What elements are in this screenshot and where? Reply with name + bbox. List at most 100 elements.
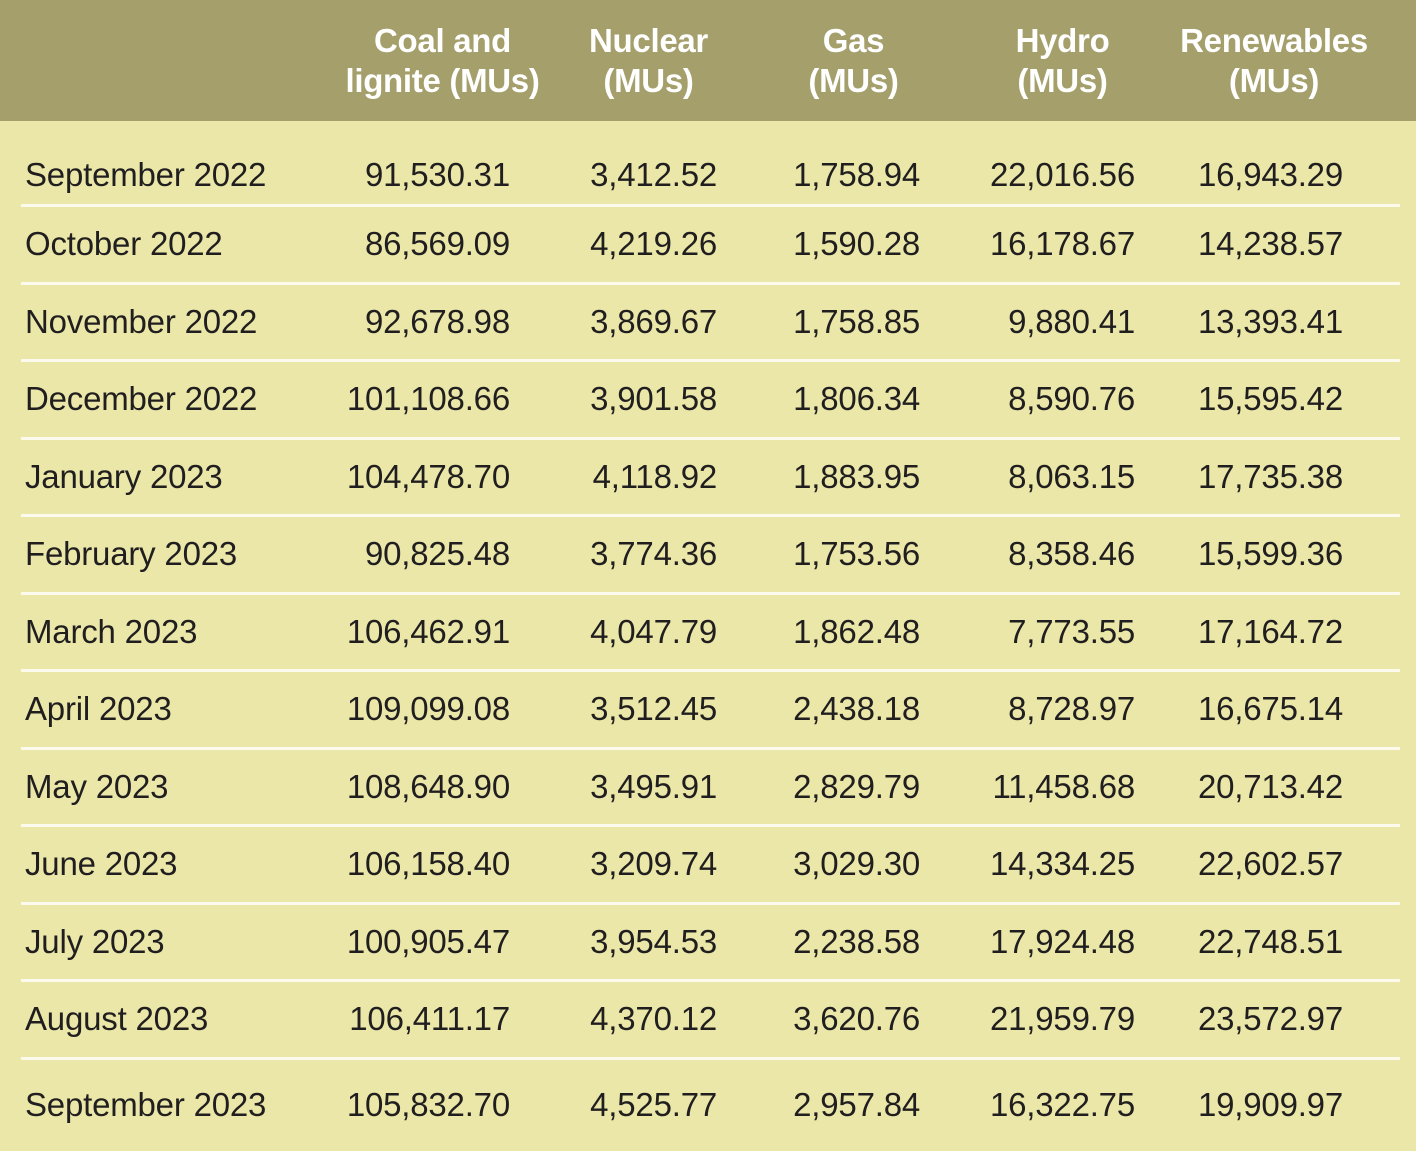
cell-hydro: 17,924.48 xyxy=(989,922,1135,960)
cell-renewables: 15,599.36 xyxy=(1197,535,1343,573)
cell-nuclear: 3,495.91 xyxy=(590,767,717,805)
cell-hydro: 11,458.68 xyxy=(992,767,1135,805)
row-divider xyxy=(21,281,1400,285)
cell-coal-lignite: 108,648.90 xyxy=(346,767,510,805)
cell-gas: 1,862.48 xyxy=(793,612,920,650)
header-renewables-line2: (MUs) xyxy=(1228,61,1320,99)
cell-renewables: 22,748.51 xyxy=(1197,922,1343,960)
cell-hydro: 8,590.76 xyxy=(1008,380,1135,418)
row-month-label: August 2023 xyxy=(25,1000,209,1038)
cell-gas: 1,758.85 xyxy=(793,302,920,340)
cell-renewables: 16,675.14 xyxy=(1197,690,1343,728)
row-month-label: September 2023 xyxy=(25,1086,267,1124)
cell-hydro: 16,178.67 xyxy=(989,225,1135,263)
cell-coal-lignite: 90,825.48 xyxy=(364,535,510,573)
row-month-label: February 2023 xyxy=(25,535,238,573)
table-row: December 2022 101,108.66 3,901.58 1,806.… xyxy=(0,362,1416,437)
cell-renewables: 17,735.38 xyxy=(1197,457,1343,495)
cell-nuclear: 4,525.77 xyxy=(590,1086,717,1124)
cell-renewables: 20,713.42 xyxy=(1197,767,1343,805)
cell-renewables: 14,238.57 xyxy=(1197,225,1343,263)
row-divider xyxy=(21,359,1400,362)
header-nuclear-line2: (MUs) xyxy=(603,61,694,99)
cell-gas: 3,620.76 xyxy=(793,1000,920,1038)
header-hydro-line2: (MUs) xyxy=(1017,61,1108,99)
row-divider xyxy=(21,901,1400,905)
cell-renewables: 22,602.57 xyxy=(1197,845,1343,883)
cell-nuclear: 4,370.12 xyxy=(590,1000,717,1038)
table-row: March 2023 106,462.91 4,047.79 1,862.48 … xyxy=(0,595,1416,670)
row-month-label: December 2022 xyxy=(25,380,258,418)
cell-coal-lignite: 101,108.66 xyxy=(346,380,510,418)
header-nuclear-line1: Nuclear xyxy=(589,21,708,59)
cell-hydro: 8,063.15 xyxy=(1008,457,1135,495)
cell-gas: 1,753.56 xyxy=(793,535,920,573)
cell-coal-lignite: 91,530.31 xyxy=(364,156,510,193)
cell-renewables: 13,393.41 xyxy=(1197,302,1343,340)
cell-nuclear: 3,209.74 xyxy=(590,845,717,883)
table-row: May 2023 108,648.90 3,495.91 2,829.79 11… xyxy=(0,750,1416,825)
row-month-label: January 2023 xyxy=(25,457,223,495)
cell-nuclear: 4,047.79 xyxy=(590,612,717,650)
cell-gas: 2,238.58 xyxy=(793,922,920,960)
row-divider xyxy=(21,591,1400,595)
cell-nuclear: 3,869.67 xyxy=(590,302,717,340)
cell-coal-lignite: 106,411.17 xyxy=(349,1000,510,1038)
row-month-label: October 2022 xyxy=(25,225,223,263)
header-cell-gas: Gas (MUs) xyxy=(752,21,955,101)
cell-renewables: 15,595.42 xyxy=(1197,380,1343,418)
cell-coal-lignite: 104,478.70 xyxy=(346,457,510,495)
cell-hydro: 7,773.55 xyxy=(1008,612,1135,650)
row-divider xyxy=(21,514,1400,517)
table-row: January 2023 104,478.70 4,118.92 1,883.9… xyxy=(0,440,1416,515)
row-month-label: May 2023 xyxy=(25,767,169,805)
table-row: September 2022 91,530.31 3,412.52 1,758.… xyxy=(0,121,1416,204)
cell-nuclear: 3,774.36 xyxy=(590,535,717,573)
header-hydro-line1: Hydro xyxy=(1015,21,1110,59)
cell-renewables: 16,943.29 xyxy=(1197,156,1343,193)
header-gas-line1: Gas xyxy=(822,21,885,59)
cell-gas: 2,438.18 xyxy=(793,690,920,728)
table-row: July 2023 100,905.47 3,954.53 2,238.58 1… xyxy=(0,905,1416,980)
table-row: April 2023 109,099.08 3,512.45 2,438.18 … xyxy=(0,672,1416,747)
cell-nuclear: 3,412.52 xyxy=(590,156,717,193)
header-cell-hydro: Hydro (MUs) xyxy=(955,21,1170,101)
cell-coal-lignite: 86,569.09 xyxy=(364,225,510,263)
row-divider xyxy=(21,979,1400,982)
cell-gas: 1,806.34 xyxy=(793,380,920,418)
cell-gas: 1,883.95 xyxy=(793,457,920,495)
row-divider xyxy=(21,436,1400,440)
row-month-label: June 2023 xyxy=(25,845,178,883)
cell-gas: 1,590.28 xyxy=(793,225,920,263)
cell-hydro: 9,880.41 xyxy=(1008,302,1135,340)
cell-coal-lignite: 106,158.40 xyxy=(346,845,510,883)
row-divider xyxy=(21,746,1400,750)
table-row: August 2023 106,411.17 4,370.12 3,620.76… xyxy=(0,982,1416,1057)
cell-coal-lignite: 100,905.47 xyxy=(346,922,510,960)
table-row: February 2023 90,825.48 3,774.36 1,753.5… xyxy=(0,517,1416,592)
cell-gas: 3,029.30 xyxy=(793,845,920,883)
table-row: June 2023 106,158.40 3,209.74 3,029.30 1… xyxy=(0,827,1416,902)
cell-hydro: 8,728.97 xyxy=(1008,690,1135,728)
header-cell-coal-lignite: Coal and lignite (MUs) xyxy=(340,21,545,101)
cell-hydro: 21,959.79 xyxy=(989,1000,1135,1038)
header-cell-nuclear: Nuclear (MUs) xyxy=(545,21,752,101)
row-month-label: November 2022 xyxy=(25,302,258,340)
table-header-row: Coal and lignite (MUs) Nuclear (MUs) Gas… xyxy=(0,0,1416,121)
cell-hydro: 22,016.56 xyxy=(989,156,1135,193)
header-coal-line2: lignite (MUs) xyxy=(345,61,540,99)
row-divider xyxy=(21,824,1400,827)
table-body: September 2022 91,530.31 3,412.52 1,758.… xyxy=(0,121,1416,1151)
table-row: November 2022 92,678.98 3,869.67 1,758.8… xyxy=(0,285,1416,360)
row-month-label: July 2023 xyxy=(25,922,165,960)
cell-hydro: 14,334.25 xyxy=(989,845,1135,883)
cell-renewables: 23,572.97 xyxy=(1197,1000,1343,1038)
row-divider xyxy=(21,204,1400,207)
cell-nuclear: 3,954.53 xyxy=(590,922,717,960)
cell-hydro: 8,358.46 xyxy=(1008,535,1135,573)
cell-nuclear: 4,219.26 xyxy=(590,225,717,263)
header-cell-renewables: Renewables (MUs) xyxy=(1170,21,1416,101)
table-row: October 2022 86,569.09 4,219.26 1,590.28… xyxy=(0,207,1416,282)
row-month-label: April 2023 xyxy=(25,690,172,728)
